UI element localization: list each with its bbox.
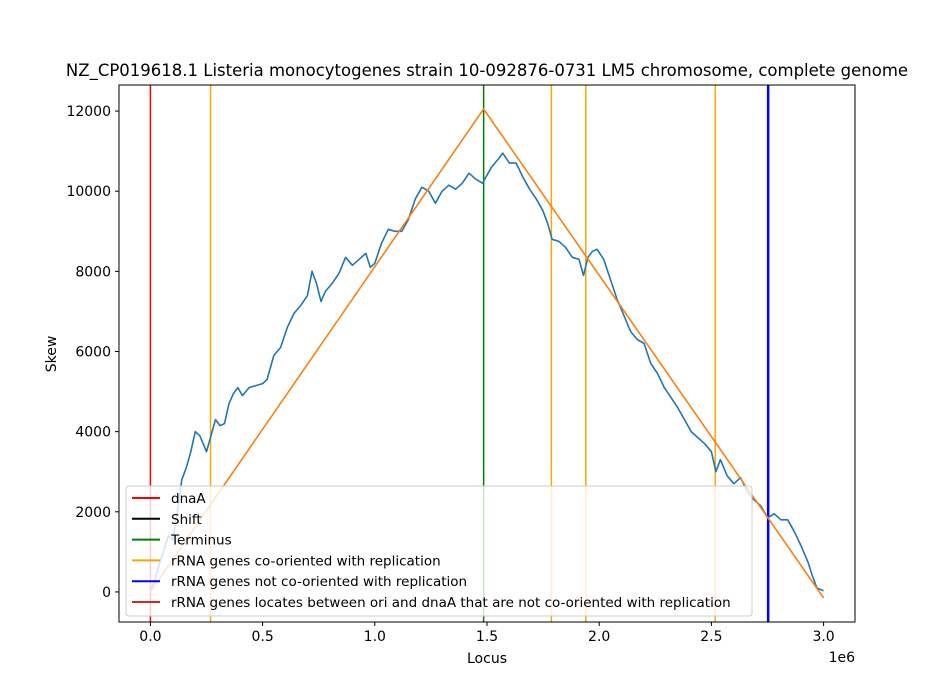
- y-tick-label: 8000: [75, 264, 111, 280]
- y-tick-label: 10000: [66, 184, 111, 200]
- y-tick-label: 12000: [66, 104, 111, 120]
- skew-series-line: [149, 152, 824, 593]
- fit-series-line: [149, 107, 825, 599]
- legend-box: [125, 485, 753, 617]
- x-axis-label: Locus: [467, 651, 507, 667]
- y-tick-label: 2000: [75, 505, 111, 521]
- chart-title: NZ_CP019618.1 Listeria monocytogenes str…: [66, 61, 908, 81]
- y-tick-label: 4000: [75, 425, 111, 441]
- legend-label: Terminus: [170, 533, 232, 549]
- y-axis-label: Skew: [44, 336, 60, 373]
- plot-area: [149, 85, 825, 622]
- x-axis-offset-label: 1e6: [829, 650, 856, 666]
- x-tick-label: 1.5: [476, 629, 498, 645]
- y-axis: 0 2000 4000 6000 8000 10000 12000: [66, 104, 119, 601]
- x-axis: 0.0 0.5 1.0 1.5 2.0 2.5 3.0: [139, 622, 835, 645]
- legend-label: rRNA genes locates between ori and dnaA …: [171, 595, 731, 611]
- legend-label: rRNA genes co-oriented with replication: [171, 553, 441, 569]
- y-tick-label: 0: [102, 585, 111, 601]
- x-tick-label: 0.0: [139, 629, 161, 645]
- x-tick-label: 2.0: [588, 629, 610, 645]
- legend-label: dnaA: [171, 491, 206, 507]
- legend-label: rRNA genes not co-oriented with replicat…: [171, 574, 467, 590]
- y-tick-label: 6000: [75, 344, 111, 360]
- x-tick-label: 3.0: [812, 629, 834, 645]
- x-tick-label: 0.5: [251, 629, 273, 645]
- x-tick-label: 1.0: [364, 629, 386, 645]
- x-tick-label: 2.5: [700, 629, 722, 645]
- legend: dnaA Shift Terminus rRNA genes co-oriented …: [125, 485, 753, 617]
- legend-label: Shift: [171, 512, 202, 528]
